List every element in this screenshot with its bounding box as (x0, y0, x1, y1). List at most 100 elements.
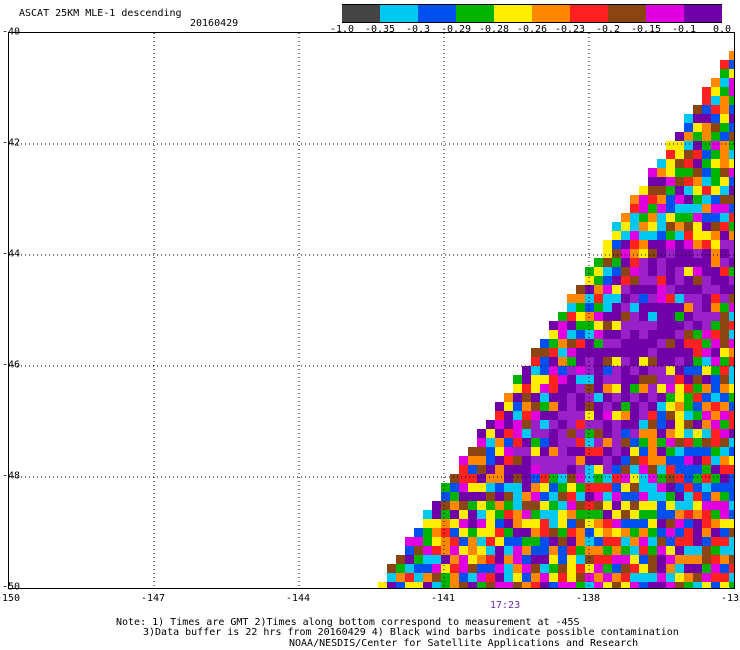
swath-cell (639, 366, 648, 375)
swath-cell (558, 555, 567, 564)
swath-cell (432, 510, 441, 519)
swath-cell (675, 357, 684, 366)
swath-cell (477, 465, 486, 474)
swath-cell (702, 150, 711, 159)
swath-cell (459, 564, 468, 573)
swath-cell (423, 519, 432, 528)
swath-cell (711, 276, 720, 285)
swath-cell (603, 312, 612, 321)
swath-cell (657, 510, 666, 519)
swath-cell (549, 492, 558, 501)
swath-cell (522, 447, 531, 456)
swath-cell (666, 321, 675, 330)
swath-cell (702, 537, 711, 546)
swath-cell (540, 420, 549, 429)
swath-cell (684, 177, 693, 186)
swath-cell (675, 465, 684, 474)
swath-cell (567, 519, 576, 528)
swath-cell (729, 222, 734, 231)
swath-cell (522, 582, 531, 588)
swath-cell (729, 285, 734, 294)
swath-cell (621, 555, 630, 564)
swath-cell (729, 564, 734, 573)
swath-cell (621, 519, 630, 528)
swath-cell (549, 447, 558, 456)
swath-cell (612, 348, 621, 357)
swath-cell (441, 573, 450, 582)
swath-cell (639, 231, 648, 240)
swath-cell (477, 510, 486, 519)
swath-cell (423, 546, 432, 555)
swath-cell (639, 510, 648, 519)
swath-cell (702, 114, 711, 123)
swath-cell (594, 411, 603, 420)
colorbar-segment (418, 4, 456, 23)
swath-cell (729, 87, 734, 96)
swath-cell (612, 276, 621, 285)
swath-cell (594, 492, 603, 501)
swath-cell (603, 249, 612, 258)
swath-cell (702, 123, 711, 132)
swath-cell (702, 501, 711, 510)
swath-cell (450, 501, 459, 510)
swath-cell (531, 474, 540, 483)
swath-cell (567, 447, 576, 456)
swath-cell (702, 465, 711, 474)
swath-cell (612, 546, 621, 555)
swath-cell (675, 564, 684, 573)
swath-cell (648, 411, 657, 420)
swath-cell (567, 357, 576, 366)
swath-cell (477, 474, 486, 483)
swath-cell (558, 429, 567, 438)
note-line-2: 3)Data buffer is 22 hrs from 20160429 4)… (143, 627, 679, 638)
swath-cell (531, 357, 540, 366)
swath-cell (450, 528, 459, 537)
swath-cell (603, 519, 612, 528)
swath-cell (711, 555, 720, 564)
swath-cell (576, 339, 585, 348)
swath-cell (423, 573, 432, 582)
swath-cell (702, 132, 711, 141)
swath-cell (612, 303, 621, 312)
swath-cell (720, 96, 729, 105)
swath-cell (540, 339, 549, 348)
swath-cell (657, 447, 666, 456)
swath-cell (612, 501, 621, 510)
swath-cell (630, 240, 639, 249)
swath-cell (603, 267, 612, 276)
swath-cell (522, 528, 531, 537)
swath-cell (414, 537, 423, 546)
swath-cell (612, 339, 621, 348)
swath-cell (684, 366, 693, 375)
swath-cell (666, 546, 675, 555)
swath-cell (576, 411, 585, 420)
swath-cell (666, 573, 675, 582)
swath-cell (729, 312, 734, 321)
swath-cell (585, 330, 594, 339)
swath-cell (702, 285, 711, 294)
swath-cell (603, 537, 612, 546)
swath-cell (432, 582, 441, 588)
swath-cell (531, 465, 540, 474)
swath-cell (603, 285, 612, 294)
swath-cell (729, 276, 734, 285)
swath-cell (729, 501, 734, 510)
swath-cell (522, 573, 531, 582)
swath-cell (639, 429, 648, 438)
swath-cell (504, 528, 513, 537)
swath-cell (720, 87, 729, 96)
swath-cell (657, 438, 666, 447)
swath-cell (540, 357, 549, 366)
swath-cell (576, 393, 585, 402)
swath-cell (585, 483, 594, 492)
swath-cell (576, 420, 585, 429)
swath-cell (684, 519, 693, 528)
swath-cell (567, 312, 576, 321)
swath-cell (729, 249, 734, 258)
swath-cell (486, 528, 495, 537)
swath-cell (666, 420, 675, 429)
swath-cell (684, 420, 693, 429)
swath-cell (639, 357, 648, 366)
swath-cell (558, 375, 567, 384)
swath-cell (540, 519, 549, 528)
